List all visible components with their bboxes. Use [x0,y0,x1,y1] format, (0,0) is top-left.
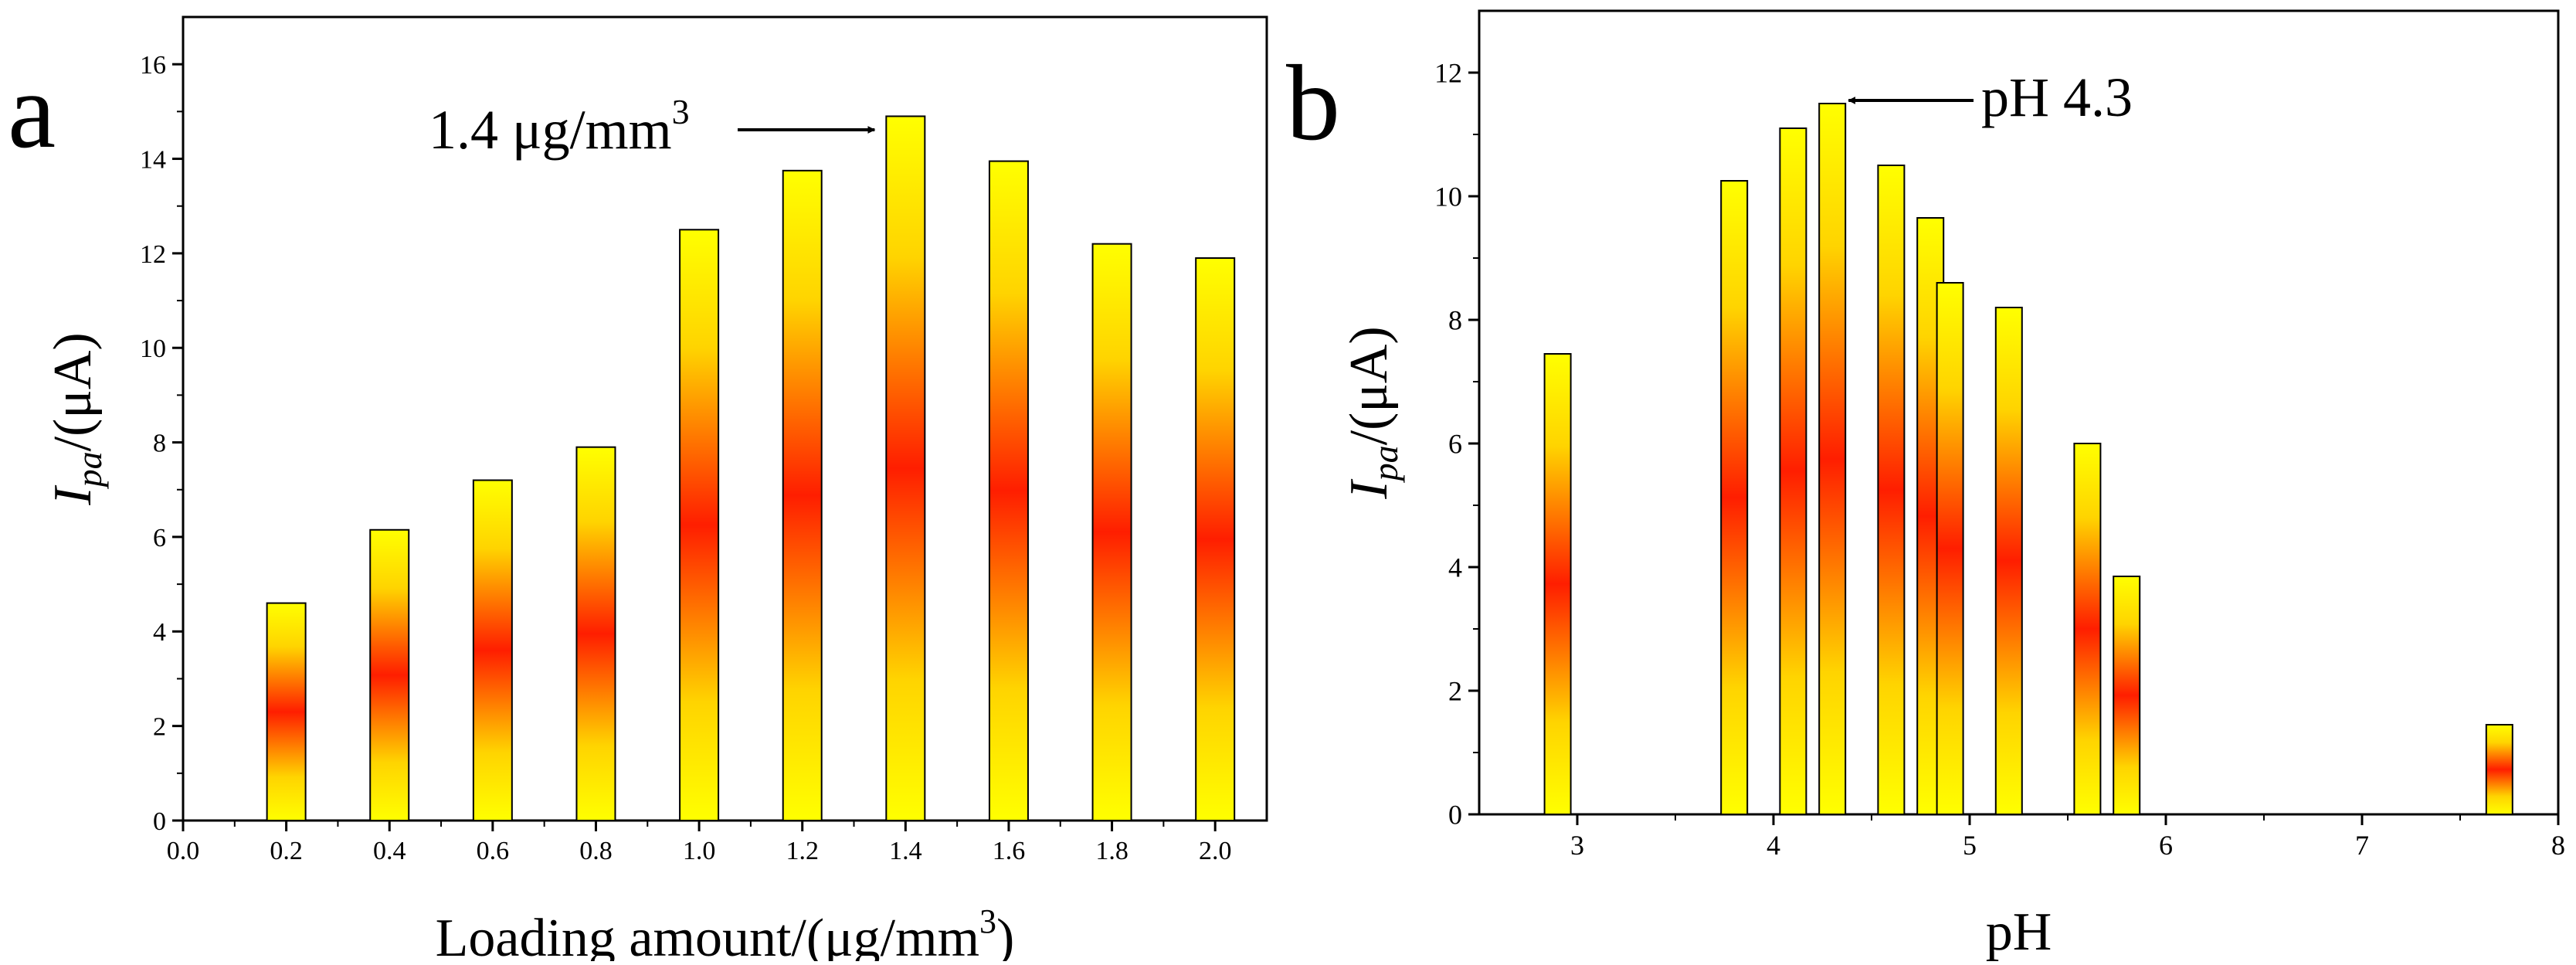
y-tick-label: 16 [140,51,166,80]
x-tick-label: 1.8 [1095,837,1128,865]
y-label-unit: /(μA) [43,332,103,451]
y-label-symbol: I [43,484,103,506]
y-tick-label: 2 [153,713,166,742]
y-tick-label: 6 [153,524,166,552]
x-label-end: ) [996,909,1014,961]
panel-a: 0 2 4 6 8 10 12 14 16 0.0 0.2 0.4 0.6 0.8 1.0 1.2 1.4 1.6… [8,15,1268,965]
bar [2113,576,2141,815]
bar [988,160,1029,821]
x-tick-label: 0.4 [373,837,406,865]
bar [1720,180,1749,815]
y-tick-label: 8 [1448,305,1462,336]
x-tick-label: 7 [2355,830,2369,861]
bar [369,528,410,821]
annotation-text: 1.4 μg/mm3 [429,92,690,161]
x-label-superscript: 3 [979,902,996,940]
x-tick-label: 8 [2551,830,2565,861]
annotation-superscript: 3 [672,92,690,131]
y-tick-label: 0 [153,807,166,836]
x-tick-label: 3 [1570,830,1584,861]
x-tick-label: 1.0 [683,837,716,865]
bar [575,446,616,821]
bar [1543,353,1572,815]
x-tick-label: 1.4 [889,837,922,865]
bar [679,229,720,821]
y-label-unit: /(μA) [1339,326,1399,445]
x-tick-label: 0.0 [167,837,200,865]
y-tick-label: 6 [1448,429,1462,460]
x-tick-label: 1.2 [786,837,819,865]
bar [266,602,307,822]
panel-letter: a [8,51,56,171]
annotation-label: pH 4.3 [1981,66,2133,128]
x-label-main: pH [1986,902,2052,961]
y-tick-label: 12 [140,240,166,269]
bar [2073,443,2102,815]
bar [1195,257,1236,821]
bar [885,115,926,821]
x-tick-label: 5 [1963,830,1977,861]
x-axis-label: Loading amount/(μg/mm3) [436,902,1015,961]
x-tick-label: 6 [2159,830,2173,861]
x-tick-label: 4 [1767,830,1780,861]
y-tick-label: 4 [153,618,166,647]
y-tick-label: 8 [153,429,166,457]
y-tick-label: 10 [140,335,166,363]
bar [1877,165,1906,815]
x-tick-label: 2.0 [1199,837,1232,865]
y-label-subscript: pa [70,451,109,489]
y-axis-label: Ipa/(μA) [1339,326,1405,499]
bar [1091,243,1132,822]
annotation-label: 1.4 μg/mm [429,99,672,161]
panel-b: 0 2 4 6 8 10 12 3 4 5 6 7 8 b Ipa/(μA) pH pH 4.3 [1286,9,2565,962]
bar [2485,724,2513,815]
y-tick-label: 4 [1448,552,1462,583]
y-tick-label: 14 [140,145,166,174]
bar [1818,103,1847,815]
y-axis-label: Ipa/(μA) [43,332,109,505]
y-tick-label: 12 [1434,58,1462,89]
bar [472,479,513,821]
bar [1994,307,2023,815]
bar [782,169,823,821]
y-tick-label: 2 [1448,676,1462,707]
y-tick-label: 10 [1434,182,1462,212]
x-tick-label: 1.6 [993,837,1026,865]
x-axis-label: pH [1986,902,2052,961]
x-tick-label: 0.8 [579,837,613,865]
x-label-main: Loading amount/(μg/mm [436,909,979,961]
x-tick-label: 0.6 [477,837,510,865]
y-label-symbol: I [1339,478,1399,500]
bar [1936,282,1964,815]
y-tick-label: 0 [1448,800,1462,831]
y-label-subscript: pa [1366,445,1405,483]
plot-frame [182,15,1268,822]
panel-letter: b [1286,43,1340,163]
x-tick-label: 0.2 [270,837,303,865]
bar [1779,127,1807,815]
